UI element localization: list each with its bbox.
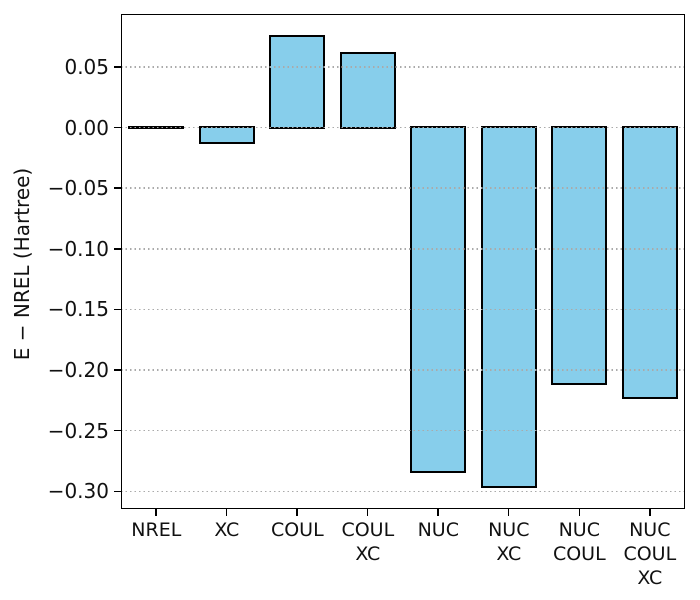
x-tick-label-line: XC [637,567,663,589]
bar-coul [269,35,326,129]
bar-nuc-coul [551,126,608,385]
y-tick-mark [114,308,121,311]
y-tick-mark [114,126,121,129]
x-tick-mark [366,509,369,516]
bar-xc [198,126,255,145]
y-tick-label: −0.05 [47,176,109,201]
gridline-y-−0.15 [121,308,685,311]
y-tick-mark [114,429,121,432]
gridline-y-0.05 [121,66,685,68]
y-tick-label: −0.20 [47,358,109,382]
x-tick-label-coul-xc: COUL XC [318,518,418,566]
x-tick-mark [649,509,651,516]
bar-coul-xc [339,52,396,129]
x-tick-mark [437,509,439,516]
x-tick-label-line: COUL [623,543,677,565]
y-tick-mark [114,187,121,189]
x-tick-label-nuc: NUC [388,518,488,542]
y-tick-mark [114,490,121,493]
gridline-y-0.00 [121,126,685,129]
x-tick-label-line: COUL [270,519,324,541]
x-tick-label-nrel: NREL [106,518,206,542]
x-tick-label-line: NUC [488,519,530,541]
y-tick-label: −0.10 [47,236,109,261]
x-tick-label-line: NREL [131,519,182,541]
y-tick-label: −0.15 [47,297,109,322]
gridline-y-−0.10 [121,248,685,250]
x-tick-mark [507,509,510,516]
gridline-y-−0.25 [121,429,685,432]
y-tick-mark [114,369,121,371]
gridline-y-−0.05 [121,187,685,189]
y-tick-label: 0.00 [64,115,109,140]
x-tick-mark [155,509,157,516]
x-tick-label-line: XC [496,543,522,565]
bar-nuc-coul-xc [621,126,678,400]
x-tick-label-line: XC [214,519,240,541]
y-tick-label: −0.30 [47,479,109,504]
x-tick-mark [296,509,298,516]
x-tick-label-nuc-coul: NUC COUL [529,518,629,566]
x-tick-mark [578,509,581,516]
y-tick-mark [114,66,121,68]
y-tick-label: −0.25 [47,418,109,443]
x-tick-label-line: COUL [552,543,606,565]
x-tick-label-xc: XC [177,518,277,542]
y-tick-label: 0.05 [64,54,109,79]
x-tick-label-line: NUC [558,519,600,541]
x-tick-label-nuc-coul-xc: NUC COUL XC [600,518,700,590]
x-tick-label-coul: COUL [247,518,347,542]
gridline-y-−0.30 [121,490,685,493]
x-tick-label-line: XC [355,543,381,565]
x-tick-label-nuc-xc: NUC XC [459,518,559,566]
bar-nuc-xc [480,126,537,488]
x-tick-mark [225,509,228,516]
gridline-y-−0.20 [121,369,685,371]
x-tick-label-line: COUL [341,519,395,541]
y-tick-mark [114,248,121,250]
x-tick-label-line: NUC [417,519,459,541]
x-tick-label-line: NUC [629,519,671,541]
bar-nuc [410,126,467,474]
